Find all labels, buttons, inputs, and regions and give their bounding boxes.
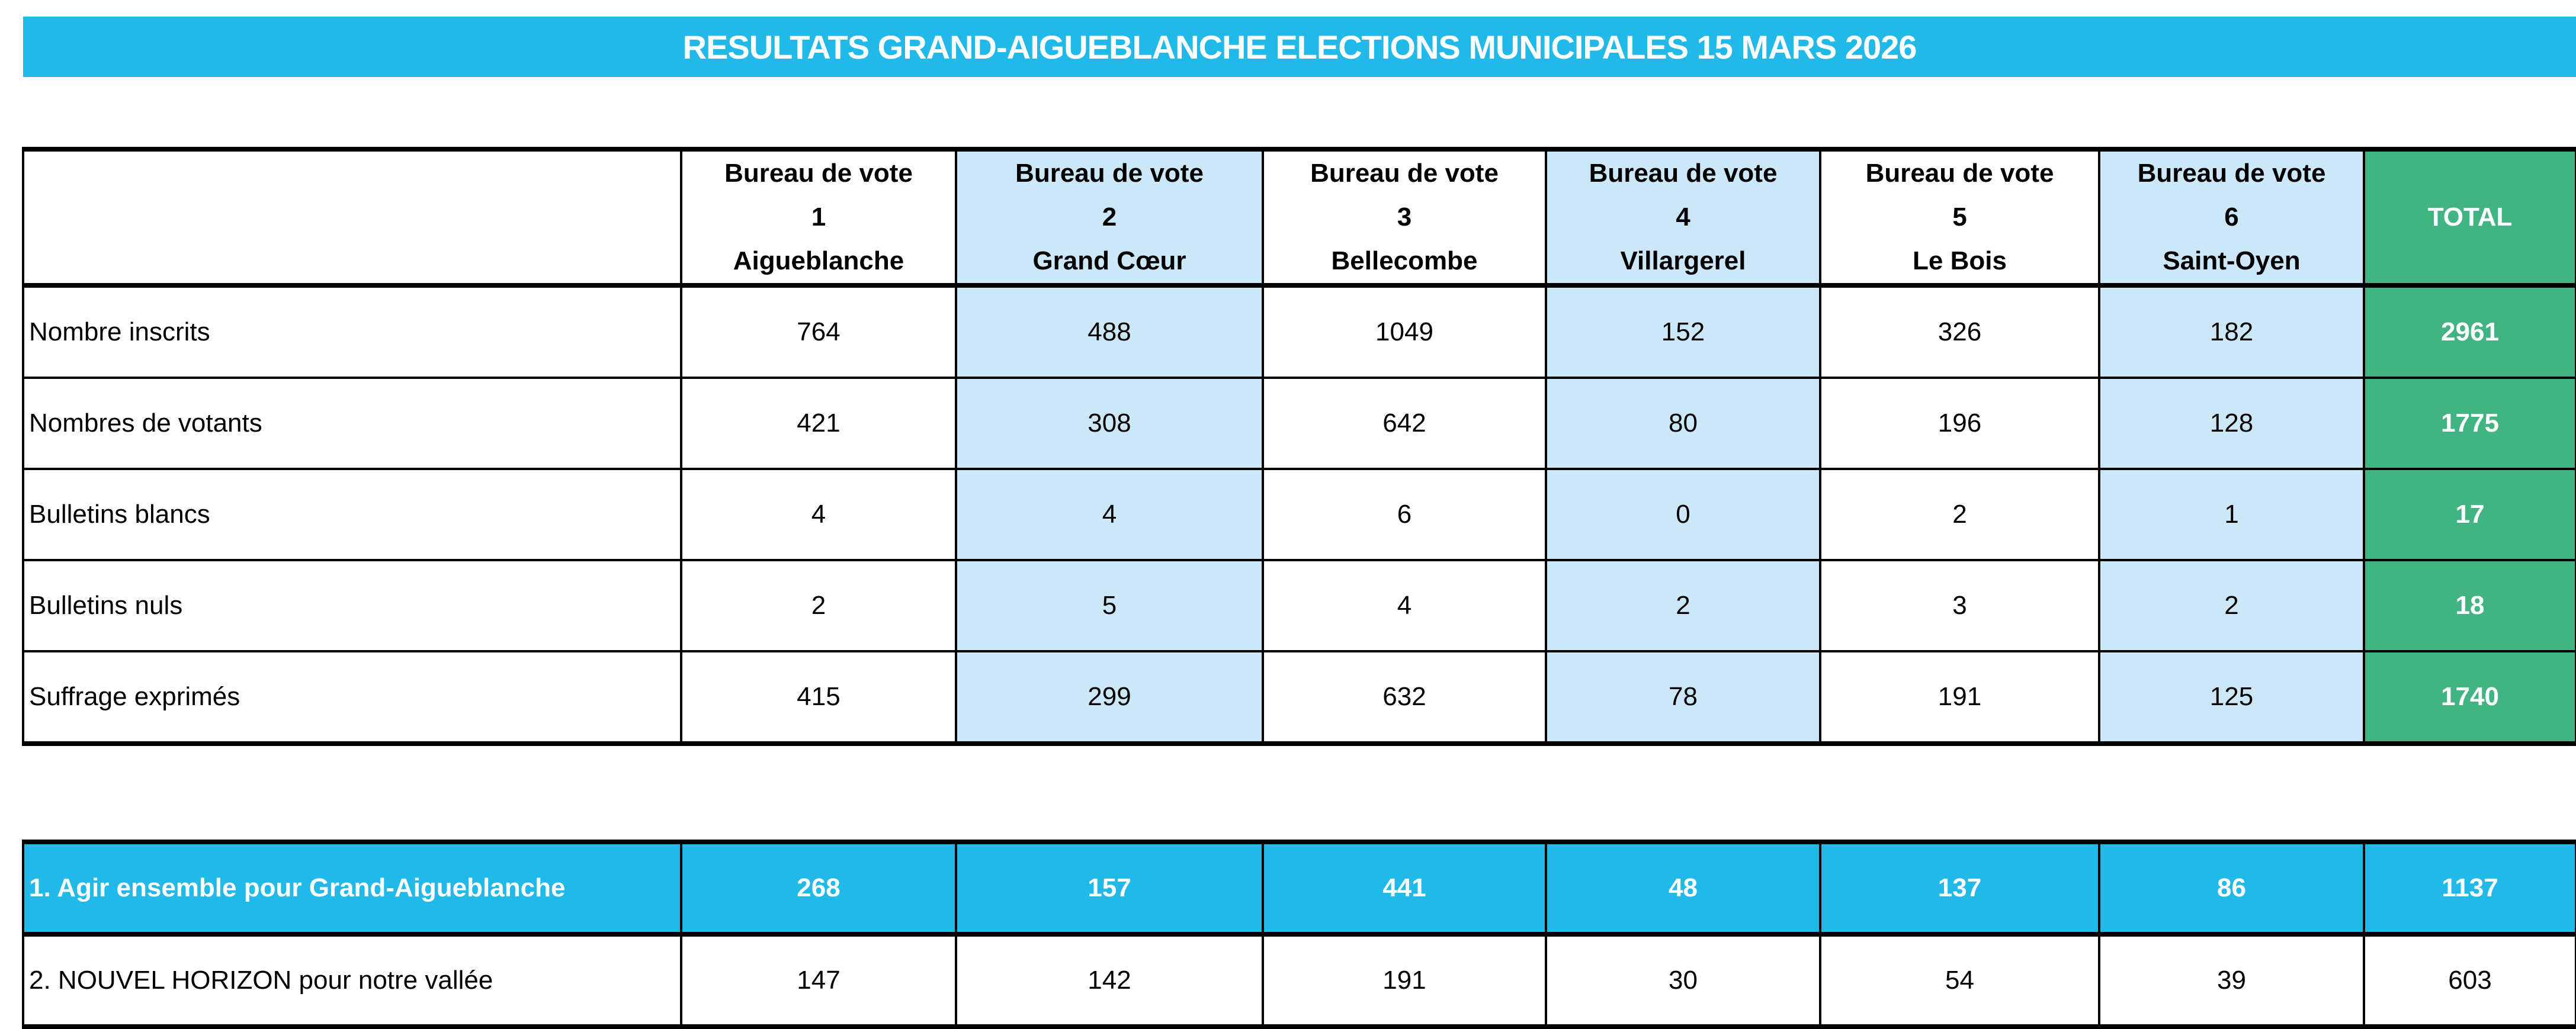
page-title: RESULTATS GRAND-AIGUEBLANCHE ELECTIONS M…	[23, 17, 2576, 77]
row-label: Bulletins nuls	[22, 559, 682, 652]
list-name: 2. NOUVEL HORIZON pour notre vallée	[22, 933, 682, 1028]
value-cell: 764	[680, 284, 957, 379]
list-name: 1. Agir ensemble pour Grand-Aigueblanche	[22, 841, 682, 935]
column-header-bureau-3: Bureau de vote 3 Bellecombe	[1262, 148, 1547, 287]
value-cell: 2	[1819, 468, 2100, 561]
column-header-bureau-1: Bureau de vote 1 Aigueblanche	[680, 148, 957, 287]
value-cell: 6	[1262, 468, 1547, 561]
bureau-label: Bureau de vote	[724, 159, 913, 188]
bureau-number: 5	[1952, 202, 1967, 231]
bureau-label: Bureau de vote	[1589, 159, 1778, 188]
value-cell: 80	[1545, 377, 1821, 470]
value-cell: 182	[2098, 284, 2365, 379]
value-cell: 78	[1545, 650, 1821, 745]
vote-count: 48	[1545, 841, 1821, 935]
value-cell: 0	[1545, 468, 1821, 561]
value-cell: 421	[680, 377, 957, 470]
vote-count: 157	[955, 841, 1264, 935]
table-row: Bulletins nuls 2 5 4 2 3 2 18	[22, 559, 2576, 652]
row-label: Nombres de votants	[22, 377, 682, 470]
vote-count: 147	[680, 933, 957, 1028]
total-cell: 17	[2363, 468, 2576, 561]
list-total: 603	[2363, 933, 2576, 1028]
total-cell: 18	[2363, 559, 2576, 652]
bureau-number: 1	[811, 202, 826, 231]
bureau-label: Bureau de vote	[1865, 159, 2054, 188]
value-cell: 2	[680, 559, 957, 652]
list-row: 2. NOUVEL HORIZON pour notre vallée 147 14…	[22, 933, 2576, 1028]
value-cell: 1049	[1262, 284, 1547, 379]
bureau-number: 4	[1676, 202, 1690, 231]
value-cell: 128	[2098, 377, 2365, 470]
row-label: Suffrage exprimés	[22, 650, 682, 745]
bureau-number: 6	[2224, 202, 2239, 231]
column-header-bureau-5: Bureau de vote 5 Le Bois	[1819, 148, 2100, 287]
total-cell: 1775	[2363, 377, 2576, 470]
value-cell: 3	[1819, 559, 2100, 652]
value-cell: 326	[1819, 284, 2100, 379]
list-total: 1137	[2363, 841, 2576, 935]
corner-cell	[22, 148, 682, 287]
bureau-number: 2	[1102, 202, 1117, 231]
table-row: Nombres de votants 421 308 642 80 196 128 1775	[22, 377, 2576, 470]
vote-count: 191	[1262, 933, 1547, 1028]
vote-count: 54	[1819, 933, 2100, 1028]
bureau-label: Bureau de vote	[1310, 159, 1499, 188]
table-row: Suffrage exprimés 415 299 632 78 191 125 1740	[22, 650, 2576, 745]
value-cell: 152	[1545, 284, 1821, 379]
header-row: Bureau de vote 1 Aigueblanche Bureau de vot…	[22, 148, 2576, 287]
value-cell: 488	[955, 284, 1264, 379]
bureau-name: Le Bois	[1913, 246, 2007, 275]
bureau-label: Bureau de vote	[1015, 159, 1204, 188]
bureau-name: Aigueblanche	[733, 246, 904, 275]
column-header-bureau-6: Bureau de vote 6 Saint-Oyen	[2098, 148, 2365, 287]
value-cell: 5	[955, 559, 1264, 652]
value-cell: 308	[955, 377, 1264, 470]
value-cell: 4	[955, 468, 1264, 561]
total-cell: 2961	[2363, 284, 2576, 379]
value-cell: 4	[680, 468, 957, 561]
list-row: 1. Agir ensemble pour Grand-Aigueblanche…	[22, 841, 2576, 935]
bureau-name: Grand Cœur	[1032, 246, 1186, 275]
bureau-label: Bureau de vote	[2137, 159, 2326, 188]
vote-count: 441	[1262, 841, 1547, 935]
value-cell: 2	[2098, 559, 2365, 652]
row-label: Nombre inscrits	[22, 284, 682, 379]
value-cell: 1	[2098, 468, 2365, 561]
table-row: Bulletins blancs 4 4 6 0 2 1 17	[22, 468, 2576, 561]
vote-count: 142	[955, 933, 1264, 1028]
value-cell: 632	[1262, 650, 1547, 745]
table-row: Nombre inscrits 764 488 1049 152 326 182 2961	[22, 284, 2576, 379]
bureau-name: Villargerel	[1620, 246, 1746, 275]
turnout-table: Bureau de vote 1 Aigueblanche Bureau de vot…	[22, 147, 2576, 746]
value-cell: 415	[680, 650, 957, 745]
value-cell: 299	[955, 650, 1264, 745]
column-header-bureau-4: Bureau de vote 4 Villargerel	[1545, 148, 1821, 287]
column-header-total: TOTAL	[2363, 148, 2576, 287]
results-table: 1. Agir ensemble pour Grand-Aigueblanche…	[22, 840, 2576, 1029]
value-cell: 125	[2098, 650, 2365, 745]
bureau-name: Bellecombe	[1331, 246, 1478, 275]
vote-count: 39	[2098, 933, 2365, 1028]
vote-count: 137	[1819, 841, 2100, 935]
vote-count: 30	[1545, 933, 1821, 1028]
value-cell: 642	[1262, 377, 1547, 470]
bureau-number: 3	[1397, 202, 1412, 231]
vote-count: 86	[2098, 841, 2365, 935]
vote-count: 268	[680, 841, 957, 935]
bureau-name: Saint-Oyen	[2163, 246, 2301, 275]
value-cell: 191	[1819, 650, 2100, 745]
column-header-bureau-2: Bureau de vote 2 Grand Cœur	[955, 148, 1264, 287]
value-cell: 196	[1819, 377, 2100, 470]
total-cell: 1740	[2363, 650, 2576, 745]
value-cell: 2	[1545, 559, 1821, 652]
value-cell: 4	[1262, 559, 1547, 652]
row-label: Bulletins blancs	[22, 468, 682, 561]
